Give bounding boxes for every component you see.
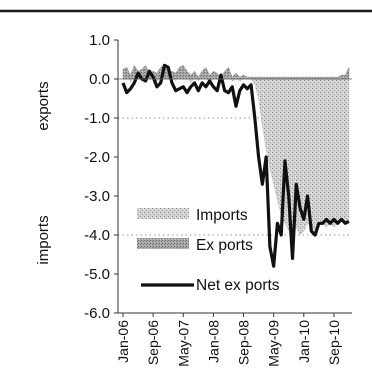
y-tick-label: -6.0 <box>84 305 110 322</box>
legend-label-imports: Imports <box>196 207 248 224</box>
y-ticks: 1.0 0.0 -1.0 -2.0 -3.0 -4.0 -5.0 -6.0 <box>84 32 118 322</box>
y-tick-label: -3.0 <box>84 188 110 205</box>
x-tick-label: May-07 <box>175 320 191 367</box>
x-tick-label: Sep-08 <box>236 320 252 365</box>
y-tick-label: -2.0 <box>84 149 110 166</box>
x-tick-label: Jan-08 <box>205 320 221 363</box>
y-tick-label: 1.0 <box>89 32 110 49</box>
x-ticks: Jan-06 Sep-06 May-07 Jan-08 Sep-08 May-09 Jan-… <box>115 313 342 367</box>
legend-label-net-exports: Net ex ports <box>196 277 280 294</box>
legend-swatch-imports <box>137 208 189 219</box>
y-axis-label-lower: imports <box>35 215 52 264</box>
legend-label-exports: Ex ports <box>196 237 253 254</box>
x-tick-label: Jan-10 <box>296 320 312 363</box>
exports-area <box>122 64 350 80</box>
x-tick-label: Jan-06 <box>115 320 131 363</box>
y-tick-label: -1.0 <box>84 110 110 127</box>
legend-swatch-exports <box>137 238 189 249</box>
legend: Imports Ex ports Net ex ports <box>137 207 280 294</box>
y-tick-label: -5.0 <box>84 266 110 283</box>
line-series <box>121 63 350 268</box>
y-tick-label: -4.0 <box>84 227 110 244</box>
net-exports-line <box>121 63 350 268</box>
y-tick-label: 0.0 <box>89 71 110 88</box>
x-tick-label: May-09 <box>266 320 282 367</box>
y-axis-label-upper: exports <box>35 81 52 130</box>
x-tick-label: Sep-06 <box>145 320 161 365</box>
x-tick-label: Sep-10 <box>326 320 342 365</box>
